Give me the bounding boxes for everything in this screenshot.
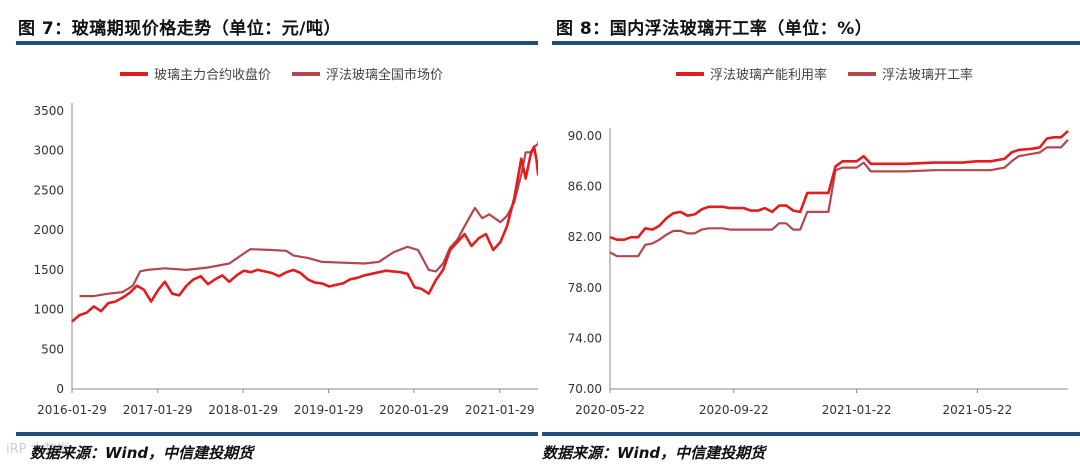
x-tick-label: 2018-01-29: [208, 403, 278, 417]
y-tick-label: 82.00: [568, 230, 602, 244]
figure-8-title: 图 8：国内浮法玻璃开工率（单位：%）: [556, 19, 873, 39]
y-tick-label: 2000: [33, 223, 64, 237]
series-line-secondary: [79, 140, 538, 298]
figure-7-source: 数据来源：Wind，中信建投期货: [30, 444, 254, 462]
y-tick-label: 500: [41, 342, 64, 356]
y-tick-label: 0: [56, 382, 64, 396]
y-tick-label: 74.00: [568, 331, 602, 345]
figure-7-panel: 图 7：玻璃期现价格走势（单位：元/吨） 玻璃主力合约收盘价 浮法玻璃全国市场价 0…: [0, 0, 538, 469]
legend-label: 玻璃主力合约收盘价: [154, 67, 271, 83]
x-tick-label: 2019-01-29: [294, 403, 364, 417]
y-tick-label: 86.00: [568, 180, 602, 194]
y-tick-label: 70.00: [568, 382, 602, 396]
glass-price-chart: 玻璃主力合约收盘价 浮法玻璃全国市场价 0 500 1000 1500 2000 2500 30…: [33, 67, 538, 417]
figure-7-title: 图 7：玻璃期现价格走势（单位：元/吨）: [18, 19, 341, 39]
title-rule: [552, 41, 1080, 45]
source-rule: [542, 432, 1080, 436]
y-tick-label: 2500: [33, 183, 64, 197]
x-tick-label: 2021-01-22: [822, 403, 892, 417]
y-tick-label: 90.00: [568, 129, 602, 143]
x-tick-label: 2020-05-22: [575, 403, 645, 417]
x-tick-label: 2020-09-22: [699, 403, 769, 417]
y-tick-label: 78.00: [568, 281, 602, 295]
figure-8-panel: 图 8：国内浮法玻璃开工率（单位：%） 浮法玻璃产能利用率 浮法玻璃开工率 70.0…: [542, 0, 1080, 469]
y-tick-label: 3500: [33, 104, 64, 118]
x-tick-label: 2017-01-29: [123, 403, 193, 417]
x-tick-label: 2016-01-29: [37, 403, 107, 417]
watermark: iRP 大数据: [6, 442, 70, 457]
x-tick-label: 2020-01-29: [379, 403, 449, 417]
legend-label: 浮法玻璃全国市场价: [326, 67, 443, 83]
y-tick-label: 1500: [33, 263, 64, 277]
series-line-secondary: [609, 139, 1069, 258]
x-tick-label: 2021-05-22: [943, 403, 1013, 417]
x-tick-label: 2021-01-29: [465, 403, 535, 417]
y-tick-label: 1000: [33, 303, 64, 317]
legend-label: 浮法玻璃开工率: [882, 67, 973, 83]
operating-rate-chart: 浮法玻璃产能利用率 浮法玻璃开工率 70.00 74.00 78.00 82.00 86.0…: [568, 67, 1069, 417]
source-rule: [16, 432, 538, 436]
series-line-primary: [71, 145, 538, 323]
y-tick-label: 3000: [33, 144, 64, 158]
series-line-primary: [609, 129, 1069, 241]
title-rule: [16, 41, 538, 45]
legend-label: 浮法玻璃产能利用率: [710, 67, 827, 83]
figure-8-source: 数据来源：Wind，中信建投期货: [542, 444, 766, 462]
